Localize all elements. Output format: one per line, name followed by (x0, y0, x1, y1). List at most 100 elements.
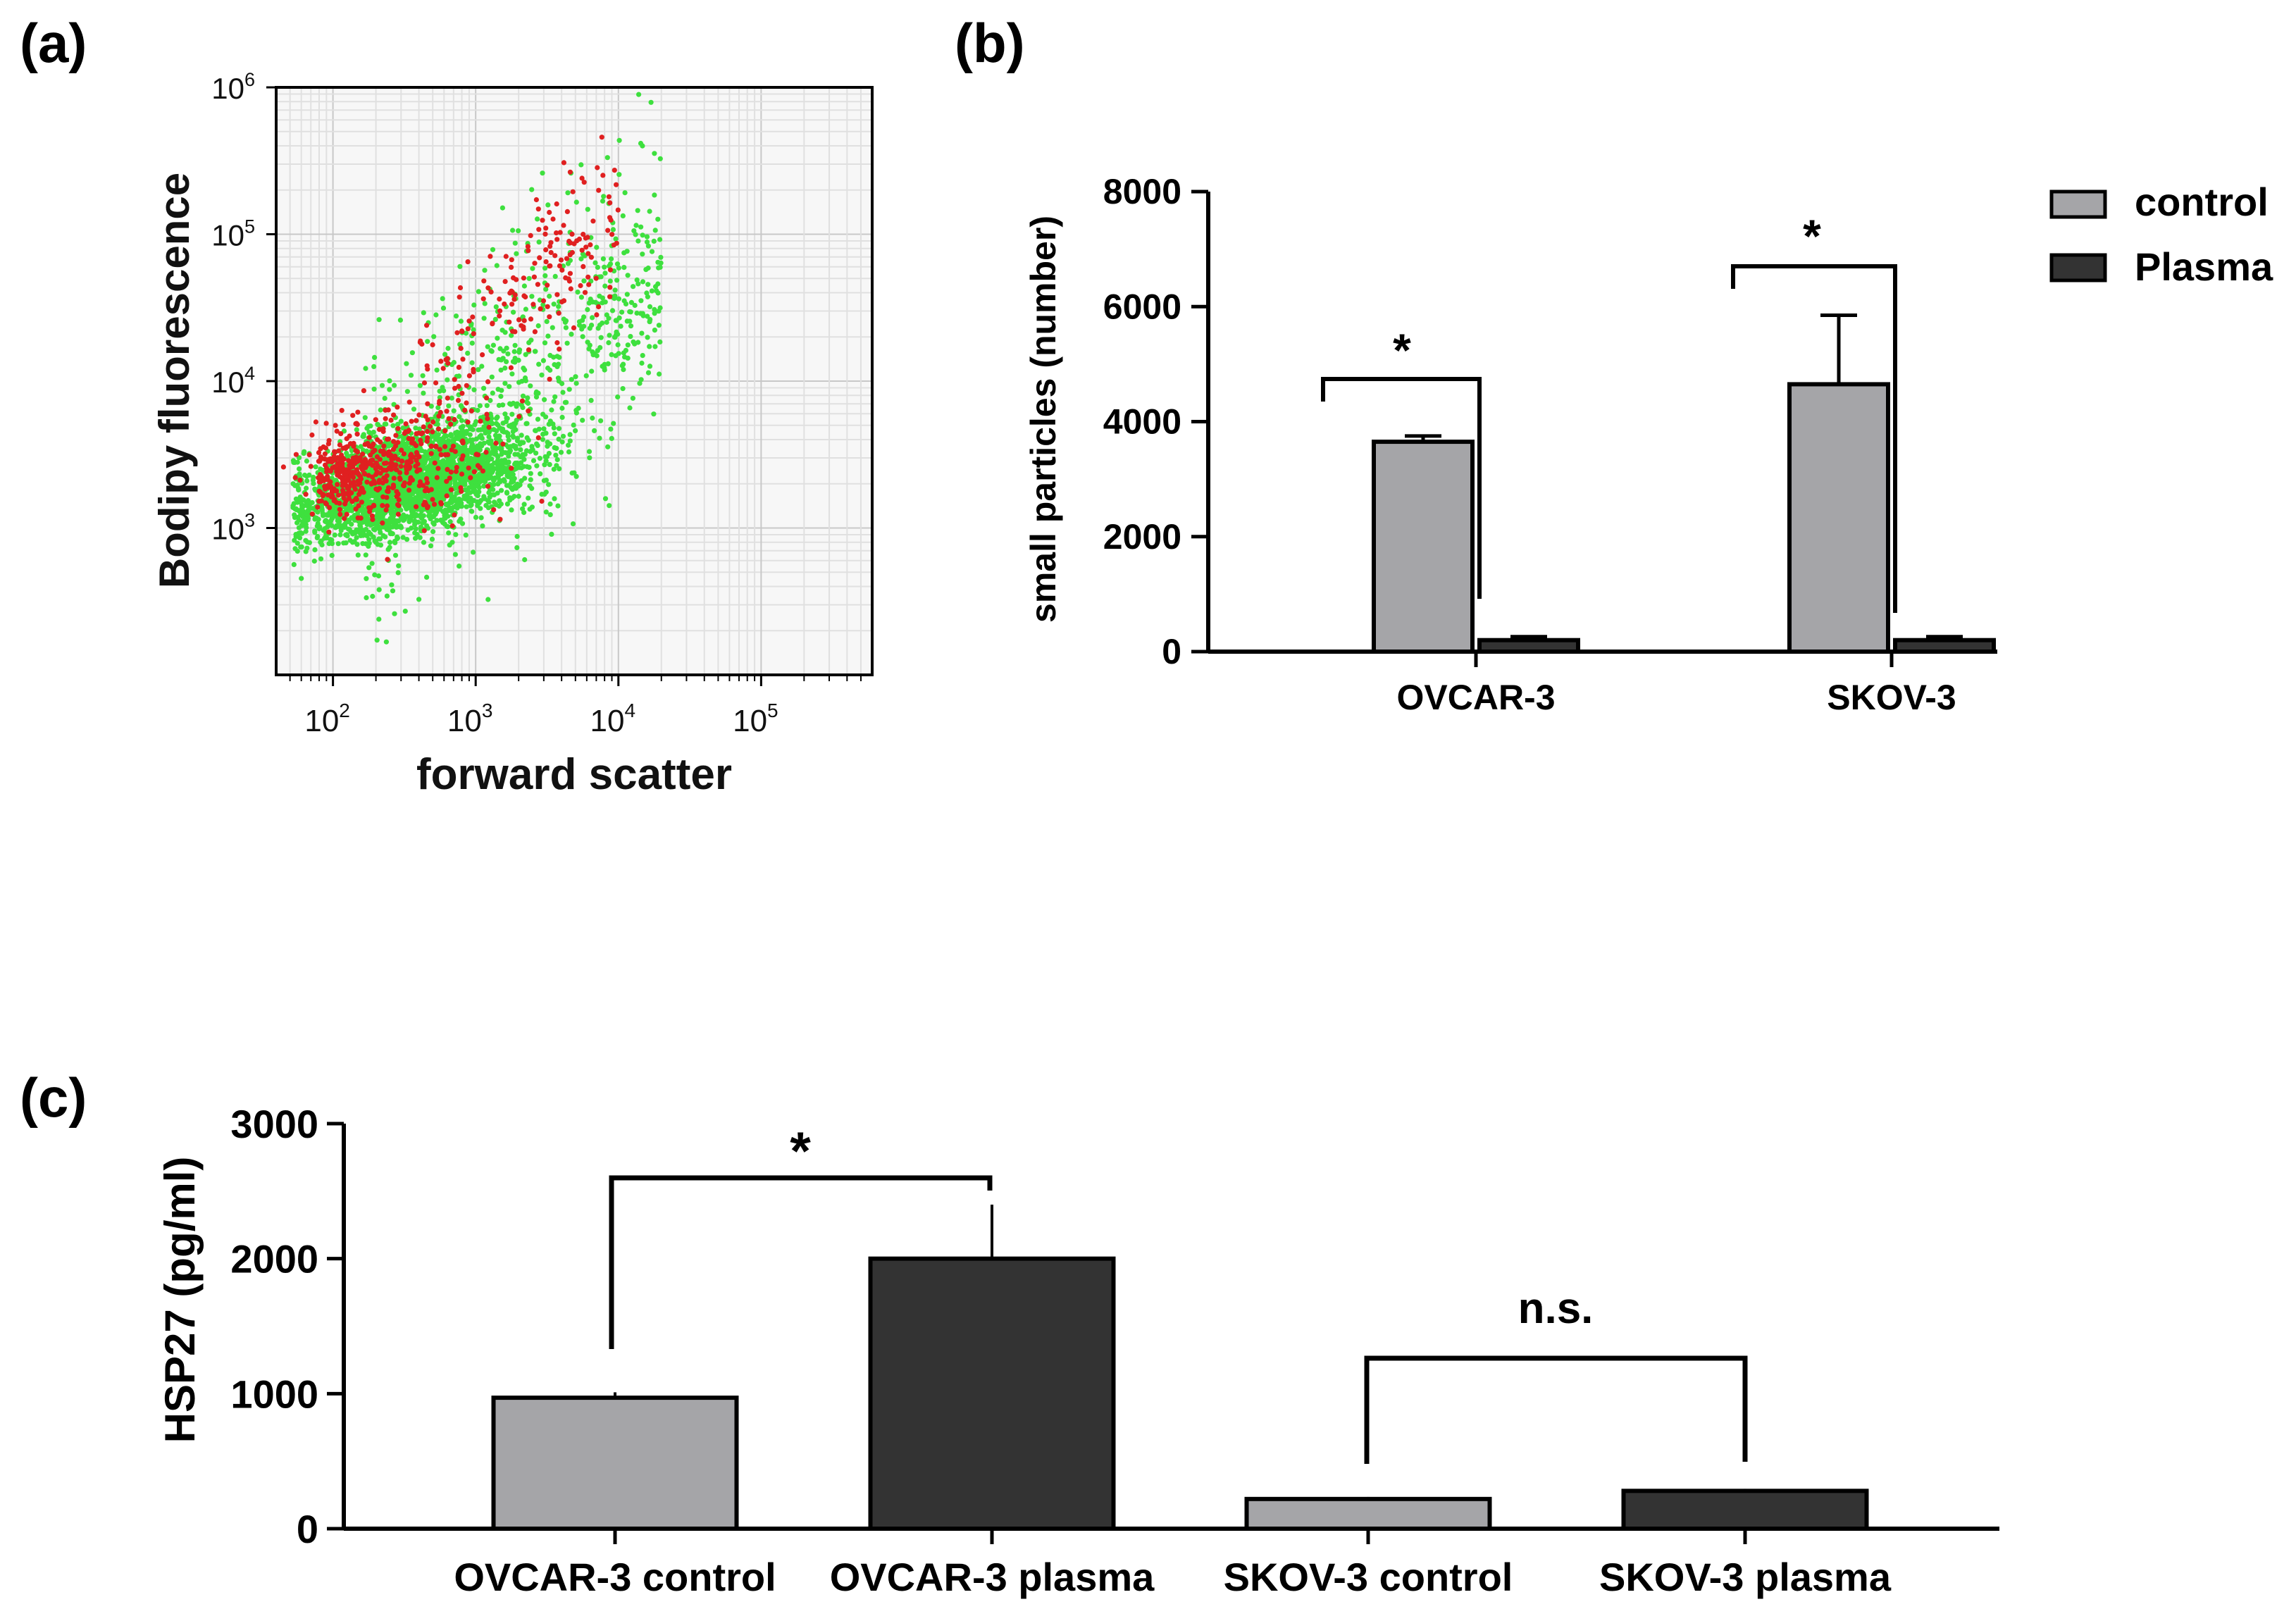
scatter-point-red (415, 467, 421, 473)
scatter-point-green (413, 495, 418, 501)
scatter-point-green (358, 523, 364, 529)
scatter-point-green (435, 483, 441, 489)
panel-a-grid (276, 87, 872, 675)
x-tick-label: OVCAR-3 plasma (830, 1555, 1155, 1599)
scatter-point-green (533, 450, 539, 456)
scatter-point-red (596, 187, 602, 193)
scatter-point-green (559, 414, 565, 421)
scatter-point-green (566, 442, 571, 448)
scatter-point-red (564, 256, 570, 261)
scatter-point-red (473, 452, 480, 457)
scatter-point-green (486, 434, 492, 440)
scatter-point-green (550, 421, 556, 427)
scatter-point-green (607, 278, 613, 284)
scatter-point-green (488, 397, 493, 404)
scatter-point-red (547, 263, 552, 269)
scatter-point-green (621, 298, 627, 304)
scatter-point-red (457, 285, 464, 291)
scatter-point-green (652, 192, 657, 198)
scatter-point-green (552, 431, 557, 437)
scatter-point-green (627, 405, 633, 411)
scatter-point-green (469, 444, 475, 449)
scatter-point-red (318, 498, 324, 504)
scatter-point-green (514, 438, 521, 444)
scatter-point-green (498, 394, 504, 399)
scatter-point-green (473, 483, 479, 489)
scatter-point-green (616, 351, 621, 356)
scatter-point-red (440, 366, 446, 371)
scatter-point-red (579, 175, 585, 181)
scatter-point-green (312, 547, 318, 553)
scatter-point-green (598, 418, 604, 423)
scatter-point-green (614, 318, 619, 323)
scatter-point-red (484, 411, 490, 417)
scatter-point-green (545, 443, 550, 449)
scatter-point-red (570, 189, 576, 194)
scatter-point-red (468, 408, 474, 414)
scatter-point-green (435, 432, 441, 437)
scatter-point-red (611, 242, 617, 248)
scatter-point-green (510, 433, 516, 439)
scatter-point-red (425, 435, 430, 441)
x-tick-label: 104 (590, 700, 636, 738)
scatter-point-red (293, 452, 299, 457)
scatter-point-red (338, 431, 344, 437)
scatter-point-red (406, 435, 411, 442)
scatter-point-red (435, 466, 441, 471)
scatter-point-green (566, 449, 572, 455)
scatter-point-green (366, 565, 372, 571)
scatter-point-green (476, 471, 483, 477)
scatter-point-red (547, 376, 552, 382)
bar-plasma-skov-3 (1893, 638, 1996, 654)
scatter-point-red (382, 476, 388, 482)
scatter-point-green (557, 354, 562, 360)
scatter-point-green (615, 394, 621, 400)
scatter-point-green (512, 461, 518, 467)
scatter-point-red (348, 480, 354, 486)
scatter-point-green (635, 208, 640, 213)
scatter-point-red (543, 247, 549, 253)
scatter-point-red (361, 471, 367, 476)
scatter-point-red (354, 431, 360, 437)
scatter-point-green (519, 433, 524, 438)
scatter-point-green (627, 318, 633, 324)
scatter-point-red (536, 227, 542, 232)
scatter-point-green (607, 333, 612, 338)
scatter-point-green (505, 433, 511, 439)
scatter-point-green (364, 576, 369, 581)
scatter-point-red (585, 251, 591, 256)
scatter-point-red (384, 436, 390, 442)
y-tick-label: 4000 (1103, 402, 1181, 442)
scatter-point-green (464, 470, 469, 476)
y-tick-label: 104 (211, 363, 255, 399)
scatter-point-red (369, 480, 375, 486)
scatter-point-red (477, 465, 483, 471)
scatter-point-red (385, 557, 390, 562)
scatter-point-green (612, 296, 617, 302)
scatter-point-red (391, 412, 397, 418)
scatter-point-green (323, 534, 328, 540)
scatter-point-green (497, 498, 502, 504)
scatter-point-red (343, 445, 349, 452)
scatter-point-green (430, 529, 436, 535)
scatter-point-red (532, 329, 538, 335)
scatter-point-green (460, 423, 466, 429)
scatter-point-green (481, 483, 487, 489)
scatter-point-green (421, 518, 428, 524)
scatter-point-green (387, 531, 394, 537)
scatter-point-green (619, 363, 625, 368)
scatter-point-red (354, 421, 359, 426)
scatter-point-green (482, 477, 488, 483)
scatter-point-green (647, 344, 652, 349)
scatter-point-green (500, 428, 506, 435)
scatter-point-green (520, 454, 526, 460)
scatter-point-green (366, 537, 372, 542)
scatter-point-green (479, 364, 485, 369)
scatter-point-green (502, 478, 507, 484)
scatter-point-green (637, 380, 643, 386)
scatter-point-red (373, 471, 379, 478)
scatter-point-red (490, 321, 495, 326)
scatter-point-green (542, 462, 547, 468)
scatter-point-red (411, 441, 417, 447)
scatter-point-green (503, 418, 509, 425)
